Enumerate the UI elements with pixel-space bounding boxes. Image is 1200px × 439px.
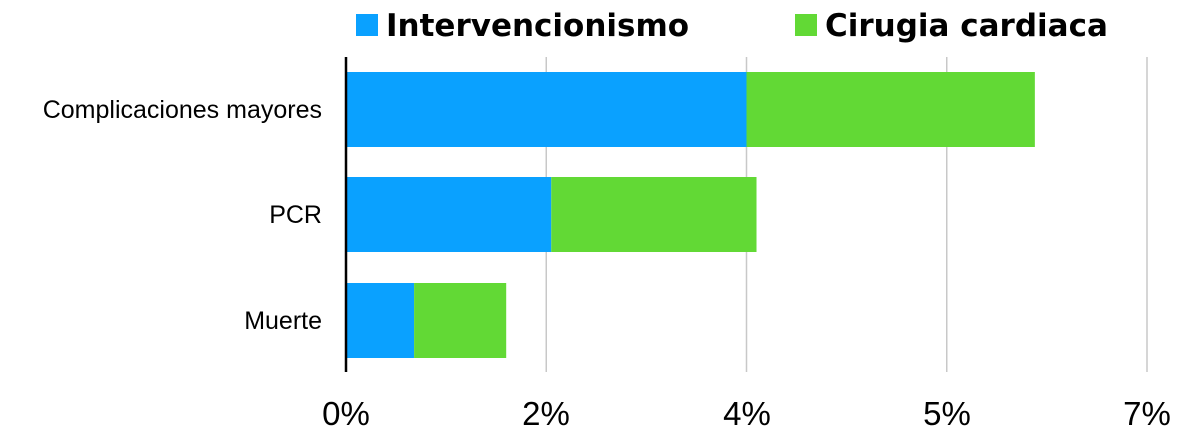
legend-swatch-intervencionismo: [356, 14, 378, 36]
category-labels: Complicaciones mayores PCR Muerte: [43, 96, 322, 335]
x-tick-label: 2%: [522, 395, 570, 432]
bar-intervencionismo: [346, 283, 415, 358]
x-tick-label: 7%: [1123, 395, 1171, 432]
legend-label-intervencionismo: Intervencionismo: [386, 8, 689, 44]
bar-intervencionismo: [346, 177, 552, 252]
legend: Intervencionismo Cirugia cardiaca: [356, 8, 1108, 44]
legend-swatch-cirugia-cardiaca: [795, 14, 817, 36]
category-label: Complicaciones mayores: [43, 96, 322, 124]
x-tick-label: 5%: [923, 395, 971, 432]
bar-intervencionismo: [346, 72, 747, 147]
category-label: Muerte: [244, 307, 322, 335]
bar-cirugia-cardiaca: [746, 72, 1035, 147]
category-label: PCR: [269, 201, 322, 229]
bar-cirugia-cardiaca: [414, 283, 507, 358]
x-tick-labels: 0% 2% 4% 5% 7%: [322, 395, 1171, 432]
bars: [346, 72, 1035, 358]
legend-label-cirugia-cardiaca: Cirugia cardiaca: [825, 8, 1108, 44]
bar-cirugia-cardiaca: [551, 177, 757, 252]
x-tick-label: 0%: [322, 395, 370, 432]
x-tick-label: 4%: [723, 395, 771, 432]
